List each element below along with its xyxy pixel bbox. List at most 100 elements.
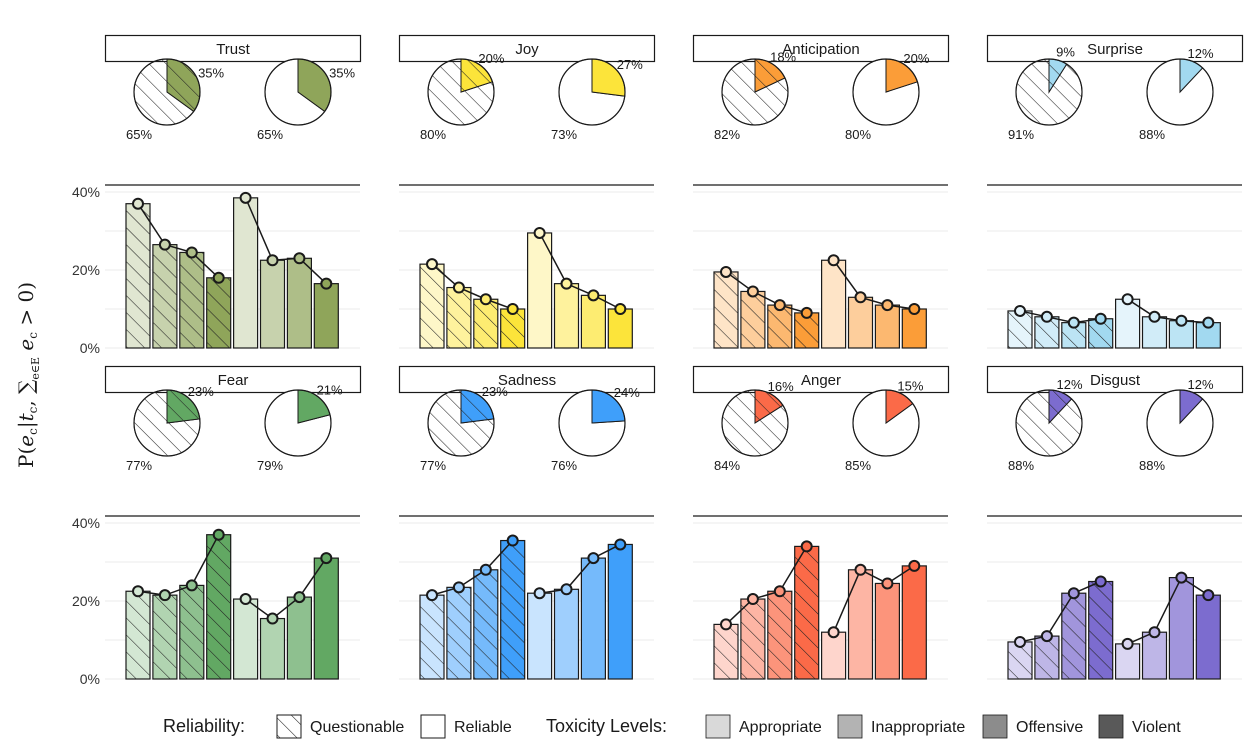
trend-line [1127, 576, 1209, 645]
pie-reliable: 12% 88% [1139, 46, 1214, 142]
pie-slice-hatch [755, 390, 783, 423]
trend-line [539, 543, 621, 594]
data-point [239, 191, 252, 204]
bar [526, 592, 553, 680]
legend-toxicity-appropriate: Appropriate [705, 714, 822, 739]
bar-hatch [740, 599, 765, 679]
bar-hatch [473, 299, 498, 348]
data-point [746, 593, 759, 606]
pie-slice-hatch [461, 59, 493, 92]
data-point [560, 277, 573, 290]
data-point [426, 589, 438, 602]
bar-questionable-violent [1088, 580, 1114, 680]
bar-questionable-inappropriate [740, 290, 766, 349]
bar [259, 617, 286, 680]
trend-line [244, 197, 327, 285]
y-tick-label: 20% [72, 593, 100, 609]
pie-label-emotion: 16% [768, 379, 794, 394]
panel-joy: Joy 20% 80% 27% 73% [398, 34, 656, 349]
bar-reliable-inappropriate [847, 296, 874, 349]
pie-outline [1146, 58, 1214, 126]
pie-questionable: 20% 80% [420, 51, 505, 142]
data-point [614, 538, 627, 551]
bar-reliable-violent [1195, 594, 1221, 680]
pie-outline [721, 389, 789, 457]
trend-line [725, 271, 807, 314]
pie-outline [558, 389, 626, 457]
bar [847, 569, 874, 680]
legend-label: Appropriate [739, 719, 822, 736]
bar-hatch [500, 540, 525, 679]
pie-questionable: 35% 65% [126, 58, 225, 142]
panel-disgust: Disgust 12% 88% 12% 88% [986, 365, 1244, 680]
y-tick-label: 40% [72, 515, 100, 531]
panel-strip [986, 34, 1244, 63]
bar-hatch [1088, 581, 1113, 679]
bar [553, 283, 580, 349]
data-point [800, 540, 813, 553]
bar-questionable-appropriate [419, 594, 445, 680]
pie-label-other: 73% [551, 127, 577, 142]
bar-reliable-offensive [874, 582, 901, 680]
bar-hatch [767, 591, 792, 679]
pie-questionable: 23% 77% [126, 384, 214, 473]
panel-strip [692, 365, 950, 394]
pie-label-other: 77% [420, 458, 446, 473]
pie-label-emotion: 20% [478, 51, 504, 66]
bar-questionable-inappropriate [446, 586, 472, 680]
pie-outline [558, 58, 626, 126]
data-point [506, 534, 519, 547]
bar-questionable-offensive [179, 584, 205, 680]
bar [286, 257, 312, 349]
data-point [212, 271, 225, 284]
bar-questionable-inappropriate [446, 286, 472, 349]
bar-reliable-violent [901, 565, 927, 680]
panel-title: Joy [515, 41, 539, 58]
legend-key-hatch [277, 715, 301, 738]
pie-label-emotion: 15% [897, 378, 923, 393]
bar-hatch [714, 271, 738, 348]
panel-strip [692, 34, 950, 63]
bar-reliable-inappropriate [553, 588, 580, 680]
legend-toxicity-title: Toxicity Levels: [546, 716, 667, 736]
bar-hatch [1034, 636, 1059, 679]
bar-reliable-inappropriate [847, 569, 874, 680]
bar-hatch [126, 591, 150, 679]
legend-label: Inappropriate [871, 719, 965, 736]
trend-line [1019, 580, 1101, 643]
bar-questionable-appropriate [419, 263, 445, 349]
pie-label-other: 80% [420, 127, 446, 142]
panel-strip [104, 34, 362, 63]
pie-label-emotion: 12% [1188, 377, 1214, 392]
pie-outline [1146, 389, 1214, 457]
pie-label-emotion: 27% [617, 57, 643, 72]
pie-questionable: 12% 88% [1008, 377, 1083, 473]
bar [1141, 631, 1168, 680]
pie-reliable: 20% 80% [845, 51, 930, 142]
bar-hatch [473, 569, 498, 679]
bar-hatch [152, 595, 177, 679]
legend-key [1098, 714, 1124, 739]
data-point [614, 303, 627, 315]
legend-reliability-questionable: Questionable [276, 714, 404, 739]
bar-questionable-appropriate [1007, 641, 1033, 680]
bar-reliable-appropriate [1114, 298, 1141, 349]
bar [553, 588, 580, 680]
bar-reliable-violent [607, 308, 633, 349]
bar-hatch [206, 534, 231, 679]
bar-reliable-appropriate [526, 232, 553, 349]
data-point [320, 552, 333, 565]
bar-hatch [714, 624, 738, 679]
legend-key [705, 714, 731, 739]
data-point [720, 265, 732, 278]
data-point [293, 591, 306, 604]
data-point [1067, 316, 1080, 329]
data-point [533, 587, 546, 600]
bar-questionable-appropriate [125, 590, 151, 680]
y-axis-label: P(ec|tc, ∑e∈E ec > 0) [14, 282, 42, 468]
data-point [1094, 312, 1107, 325]
bar [259, 259, 286, 349]
data-point [1175, 314, 1188, 327]
bar-hatch [420, 264, 444, 348]
